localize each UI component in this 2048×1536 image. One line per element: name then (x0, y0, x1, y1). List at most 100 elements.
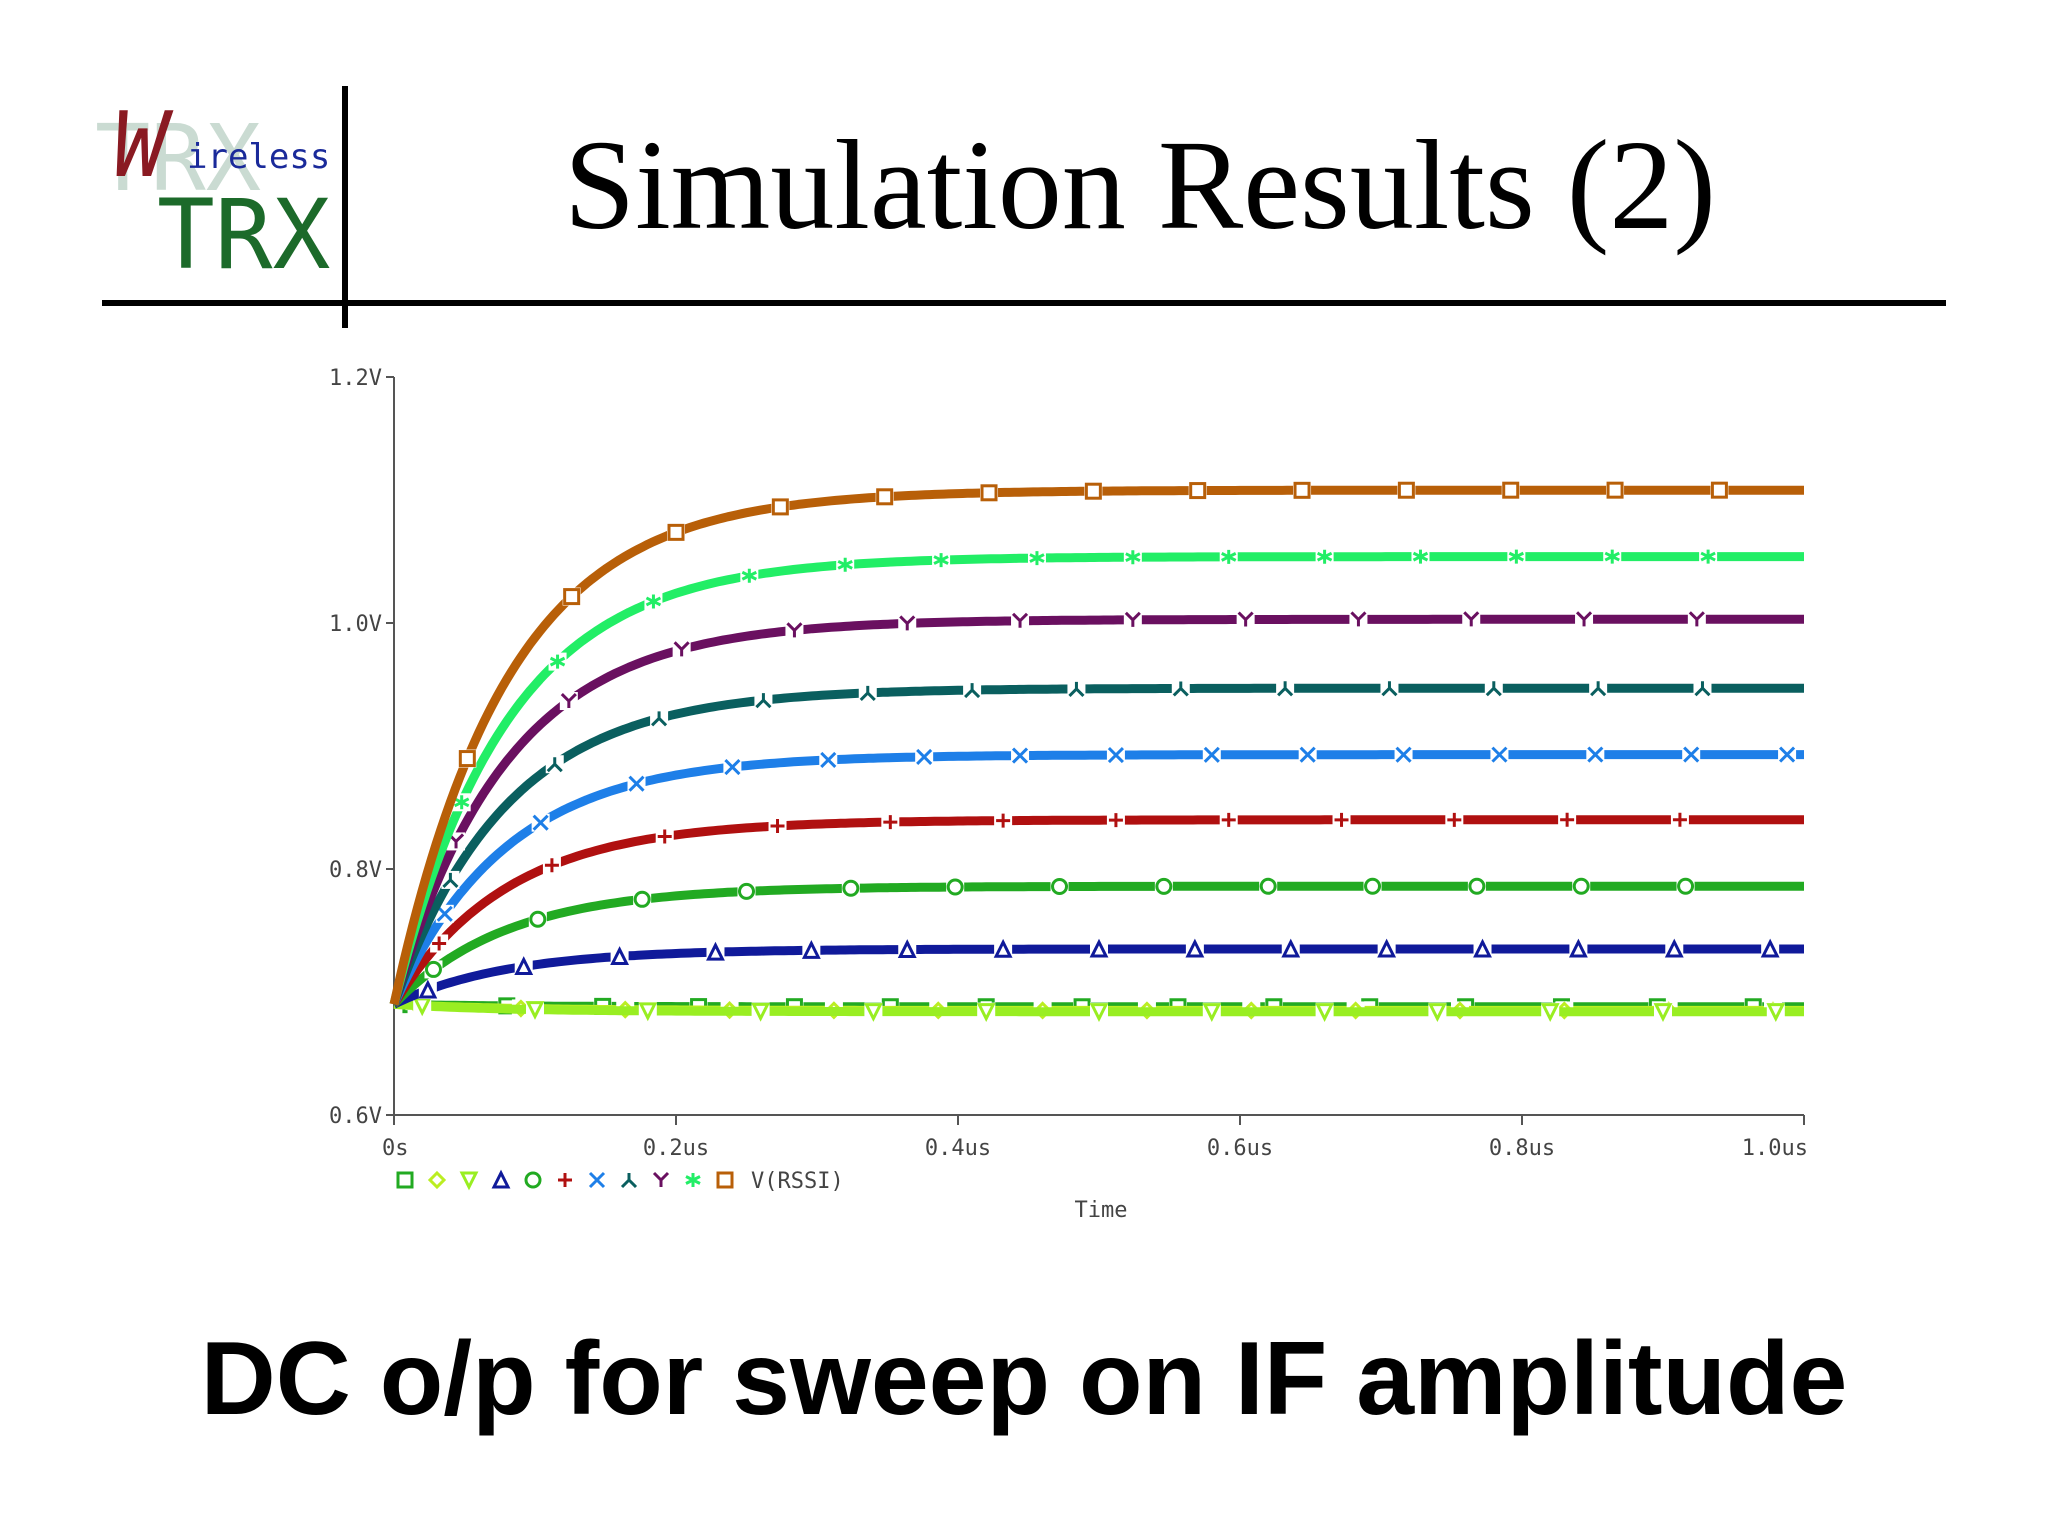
series-point (1710, 481, 1729, 500)
point-marker (1677, 877, 1695, 895)
series-point (1236, 610, 1255, 629)
point-marker (1281, 938, 1301, 958)
series-point (740, 566, 759, 585)
point-marker (1590, 681, 1607, 697)
point-marker (1575, 611, 1593, 627)
series-point (1394, 745, 1413, 764)
y-tick-label: 0.8V (329, 858, 382, 883)
series-point (881, 813, 900, 832)
point-marker (1568, 938, 1588, 958)
point-marker (525, 1001, 545, 1020)
point-marker (1377, 938, 1397, 958)
series-point (841, 879, 860, 898)
point-marker (724, 758, 741, 776)
point-marker (1485, 681, 1502, 697)
header-vertical-rule (342, 86, 348, 328)
point-marker (863, 1003, 883, 1022)
point-marker (980, 484, 998, 502)
series-point (737, 882, 756, 901)
point-marker (1760, 938, 1780, 958)
point-marker (1125, 550, 1141, 565)
series-point (819, 750, 838, 769)
series-point (1027, 549, 1046, 568)
series-point (785, 621, 804, 640)
series-point (1682, 745, 1701, 764)
point-marker (1124, 611, 1141, 627)
point-bg (1710, 481, 1729, 500)
legend-marker (459, 1171, 479, 1191)
legend-marker (588, 1171, 606, 1189)
series-point (1572, 877, 1591, 896)
series-point (1501, 481, 1520, 500)
legend-marker (685, 1173, 701, 1187)
point-marker (1694, 681, 1711, 697)
point-marker (1108, 813, 1123, 828)
series-point (754, 691, 773, 710)
series-point (751, 1002, 771, 1022)
series-point (672, 640, 691, 659)
point-marker (1089, 938, 1109, 958)
point-marker (706, 941, 725, 961)
point-marker (1468, 877, 1486, 895)
series-point (1606, 481, 1625, 500)
point-marker (1502, 481, 1520, 499)
point-marker (424, 960, 442, 978)
point-marker (1293, 481, 1311, 499)
series-point (1106, 746, 1125, 765)
series-point (1540, 1002, 1560, 1023)
point-marker (1299, 746, 1316, 763)
series-point (1259, 877, 1278, 896)
series-point (1699, 547, 1718, 566)
series-point (531, 813, 550, 832)
x-axis-label: Time (1075, 1198, 1128, 1223)
point-marker (837, 557, 853, 572)
series-point (1558, 810, 1577, 829)
point-bg (875, 487, 894, 506)
point-marker (946, 878, 964, 896)
series-point (412, 996, 432, 1017)
point-marker (1185, 938, 1205, 958)
series-point (768, 816, 787, 835)
series-point (1106, 811, 1125, 830)
series-point (858, 683, 877, 702)
series-point (441, 870, 460, 889)
point-marker (645, 594, 662, 609)
point-marker (1221, 812, 1236, 827)
series-point (1467, 877, 1486, 896)
point-marker (1259, 877, 1277, 895)
series-point (514, 956, 534, 976)
point-marker (1463, 611, 1480, 627)
series-point (801, 939, 821, 960)
series-6 (390, 810, 1804, 1007)
series-point (458, 749, 477, 768)
point-marker (454, 795, 470, 810)
logo-word: ireless (187, 137, 330, 177)
series-point (1766, 1002, 1786, 1023)
point-marker (549, 654, 566, 669)
point-marker (1203, 746, 1220, 763)
series-point (627, 774, 646, 793)
series-line (390, 881, 1804, 1008)
series-point (1411, 547, 1430, 566)
legend-label: V(RSSI) (751, 1169, 844, 1194)
series-point (1011, 746, 1030, 765)
series-point (1507, 547, 1526, 566)
point-marker (899, 615, 916, 631)
point-marker (741, 568, 757, 583)
series-point (875, 487, 894, 506)
point-marker (633, 890, 651, 908)
point-marker (933, 553, 949, 568)
point-marker (1606, 481, 1624, 499)
point-marker (673, 641, 690, 657)
x-tick-label: 0.8us (1489, 1136, 1555, 1161)
series-point (610, 946, 630, 966)
point-marker (771, 498, 789, 516)
point-marker (1572, 877, 1590, 895)
logo-initial: W (113, 93, 174, 198)
point-bg (667, 523, 685, 542)
point-marker (859, 685, 876, 701)
point-marker (560, 692, 577, 709)
series-point (559, 692, 578, 711)
series-point (430, 934, 449, 953)
series-point (976, 1002, 996, 1022)
